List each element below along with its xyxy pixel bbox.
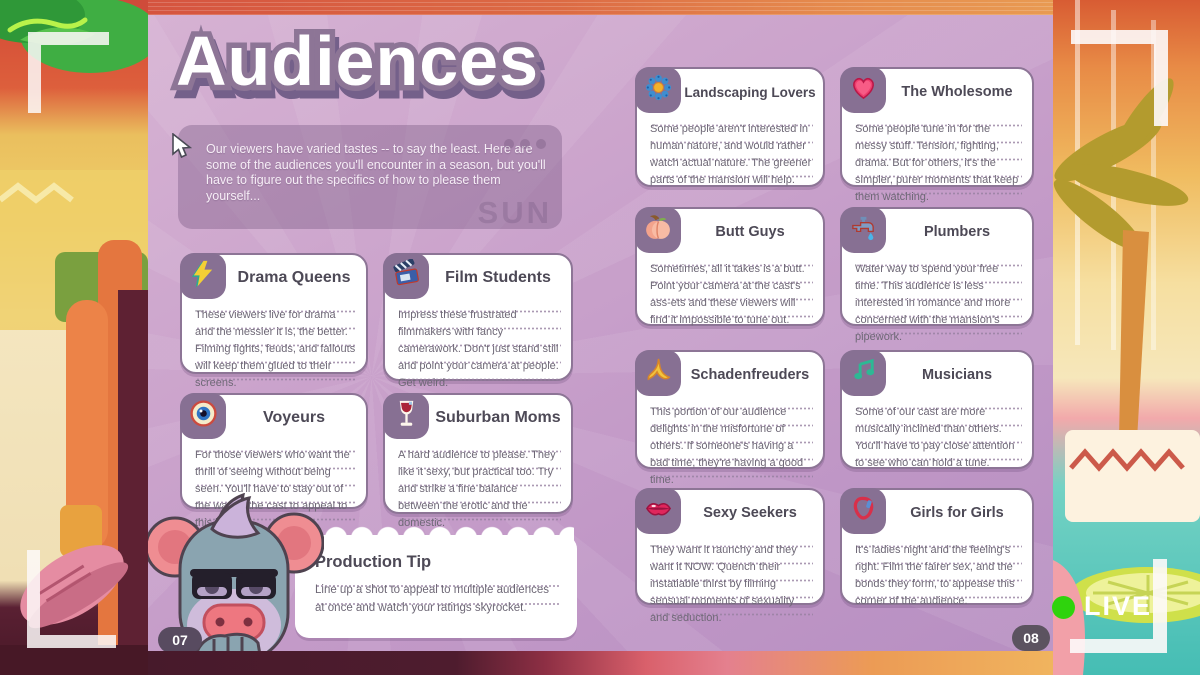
audience-card-voyeurs: Voyeurs For those viewers who want the t…	[180, 393, 368, 532]
audience-name: Suburban Moms	[435, 409, 561, 426]
audience-description: These viewers live for drama and the mes…	[195, 307, 356, 392]
audience-name: Plumbers	[923, 224, 991, 240]
heart-icon	[849, 73, 878, 107]
audience-name: Musicians	[921, 367, 993, 383]
music-note-icon	[849, 356, 878, 390]
audience-description: Some of our cast are more musically incl…	[855, 404, 1022, 472]
audience-description: This portion of our audience delights in…	[650, 404, 813, 489]
monkey-mascot	[148, 492, 325, 651]
clapperboard-icon	[392, 258, 421, 293]
live-indicator-dot	[1052, 596, 1075, 619]
audience-description: Some people tune in for the messy stuff.…	[855, 121, 1022, 206]
audiences-manual-spread[interactable]: Audiences Audiences Audiences Our viewer…	[148, 15, 1053, 651]
audience-name: Schadenfreuders	[690, 367, 810, 383]
icon-badge	[383, 253, 429, 299]
icon-badge	[635, 350, 681, 396]
audience-name: The Wholesome	[901, 84, 1013, 100]
sun-watermark: SUN	[477, 195, 552, 230]
lips-icon	[644, 494, 673, 528]
audience-name: Landscaping Lovers	[684, 84, 816, 100]
audience-name: Butt Guys	[715, 224, 785, 240]
audience-name: Film Students	[445, 269, 551, 286]
icon-badge	[383, 393, 429, 439]
live-indicator-label: LIVE	[1084, 591, 1153, 621]
icon-badge	[840, 488, 886, 534]
audience-name: Drama Queens	[237, 269, 351, 286]
icon-badge	[635, 488, 681, 534]
audience-description: Water way to spend your free time. This …	[855, 261, 1022, 346]
audience-description: Impress these frustrated filmmakers with…	[398, 307, 561, 392]
beach-scenery-left	[0, 0, 160, 675]
wine-glass-icon	[392, 399, 421, 433]
intro-panel: Our viewers have varied tastes -- to say…	[178, 125, 562, 230]
audience-card-sexy-seekers: Sexy Seekers They want it raunchy and th…	[635, 488, 825, 627]
production-tip-title: Production Tip	[315, 553, 432, 571]
icon-badge	[840, 350, 886, 396]
page-title: Audiences Audiences Audiences	[171, 17, 548, 114]
scenery-bottom-strip	[148, 651, 1053, 675]
audience-description: They want it raunchy and they want it NO…	[650, 542, 813, 627]
audience-card-film-students: Film Students Impress these frustrated f…	[383, 253, 573, 392]
lightning-icon	[189, 259, 218, 293]
panel-dots	[504, 139, 546, 149]
audience-description: Some people aren't interested in human n…	[650, 121, 813, 189]
page-number-right: 08	[1012, 625, 1050, 651]
audience-description: A hard audience to please. They like it …	[398, 447, 561, 532]
intro-text: Our viewers have varied tastes -- to say…	[206, 142, 546, 203]
icon-badge	[635, 67, 681, 113]
audience-card-girls-for-girls: Girls for Girls It's ladies night and th…	[840, 488, 1034, 610]
flower-icon	[644, 73, 673, 107]
carabiner-icon	[849, 494, 878, 528]
viewfinder-corner-bottom-left	[27, 550, 116, 648]
peach-icon	[644, 213, 673, 247]
icon-badge	[635, 207, 681, 253]
faucet-icon	[849, 213, 878, 247]
icon-badge	[840, 207, 886, 253]
icon-badge	[180, 253, 226, 299]
viewfinder-corner-top-right	[1071, 30, 1168, 126]
audience-card-musicians: Musicians Some of our cast are more musi…	[840, 350, 1034, 472]
audience-card-suburban-moms: Suburban Moms A hard audience to please.…	[383, 393, 573, 532]
icon-badge	[840, 67, 886, 113]
production-tip-card: Production Tip Line up a shot to appeal …	[295, 526, 577, 638]
audience-card-butt-guys: Butt Guys Sometimes, all it takes is a b…	[635, 207, 825, 329]
audience-name: Voyeurs	[263, 409, 325, 426]
viewfinder-corner-top-left	[28, 32, 109, 113]
audience-name: Girls for Girls	[910, 505, 1004, 521]
audience-card-the-wholesome: The Wholesome Some people tune in for th…	[840, 67, 1034, 206]
audience-card-plumbers: Plumbers Water way to spend your free ti…	[840, 207, 1034, 346]
eye-icon	[189, 399, 218, 433]
audience-card-landscaping-lovers: Landscaping Lovers Some people aren't in…	[635, 67, 825, 189]
mouse-cursor-icon	[170, 132, 194, 159]
audience-name: Sexy Seekers	[703, 505, 797, 521]
audience-card-drama-queens: Drama Queens These viewers live for dram…	[180, 253, 368, 392]
icon-badge	[180, 393, 226, 439]
production-tip-body: Line up a shot to appeal to multiple aud…	[315, 581, 559, 617]
audience-description: Sometimes, all it takes is a butt. Point…	[650, 261, 813, 329]
viewfinder-corner-bottom-right	[1070, 559, 1167, 653]
page-number-left: 07	[158, 627, 202, 651]
scenery-top-strip	[148, 0, 1053, 15]
audience-description: It's ladies night and the feeling's righ…	[855, 542, 1022, 610]
audience-card-schadenfreuders: Schadenfreuders This portion of our audi…	[635, 350, 825, 489]
banana-peel-icon	[644, 356, 673, 390]
